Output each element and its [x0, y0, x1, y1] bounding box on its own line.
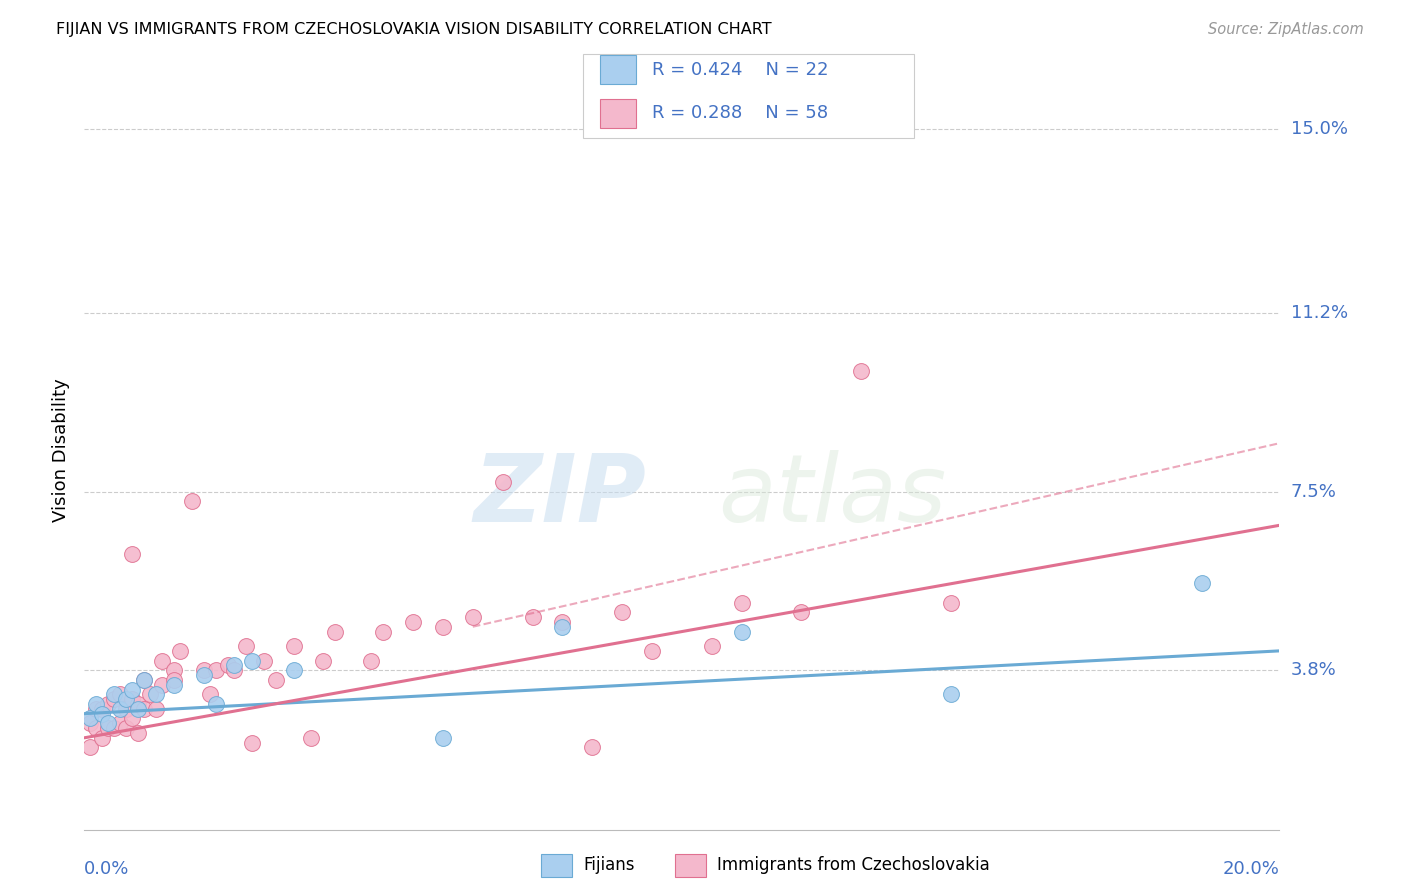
Point [163, 678, 186, 692]
Point [700, 639, 723, 653]
Point [1191, 576, 1213, 591]
Point [79, 716, 101, 731]
Point [91, 731, 114, 745]
Text: R = 0.424    N = 22: R = 0.424 N = 22 [652, 61, 830, 78]
Point [97, 721, 120, 735]
Point [851, 364, 873, 378]
Point [551, 615, 574, 629]
Point [110, 687, 132, 701]
Point [222, 658, 245, 673]
Point [127, 726, 149, 740]
Point [253, 654, 276, 668]
Point [731, 624, 754, 639]
Point [110, 702, 132, 716]
Text: 15.0%: 15.0% [1291, 120, 1347, 138]
Text: 7.5%: 7.5% [1291, 483, 1337, 500]
Point [97, 697, 120, 711]
Point [110, 716, 132, 731]
Point [432, 620, 454, 634]
Point [132, 673, 156, 687]
Point [193, 668, 215, 682]
Point [103, 721, 125, 735]
Point [103, 687, 125, 701]
Point [163, 673, 186, 687]
Point [373, 624, 395, 639]
Point [115, 721, 138, 735]
Text: 20.0%: 20.0% [1223, 860, 1279, 878]
Text: atlas: atlas [718, 450, 946, 541]
Point [402, 615, 425, 629]
Point [264, 673, 287, 687]
Point [86, 702, 108, 716]
Point [86, 697, 108, 711]
Point [235, 639, 257, 653]
Point [169, 644, 191, 658]
Point [150, 654, 173, 668]
Point [731, 596, 754, 610]
Point [163, 663, 186, 677]
Point [193, 663, 215, 677]
Point [150, 678, 173, 692]
Point [79, 740, 101, 755]
Point [790, 605, 813, 619]
Point [115, 702, 138, 716]
Text: FIJIAN VS IMMIGRANTS FROM CZECHOSLOVAKIA VISION DISABILITY CORRELATION CHART: FIJIAN VS IMMIGRANTS FROM CZECHOSLOVAKIA… [56, 22, 772, 37]
Text: Fijians: Fijians [583, 856, 636, 874]
Point [181, 494, 204, 508]
Point [240, 654, 263, 668]
Y-axis label: Vision Disability: Vision Disability [52, 378, 70, 523]
Point [492, 475, 515, 489]
Point [581, 740, 603, 755]
Point [301, 731, 323, 745]
Point [121, 692, 143, 706]
Point [312, 654, 335, 668]
Point [132, 702, 156, 716]
Point [97, 716, 120, 731]
Point [641, 644, 664, 658]
Text: 3.8%: 3.8% [1291, 661, 1336, 679]
Point [432, 731, 454, 745]
Point [132, 673, 156, 687]
Point [205, 697, 228, 711]
Point [121, 682, 143, 697]
Text: 0.0%: 0.0% [84, 860, 129, 878]
Point [283, 639, 305, 653]
Point [325, 624, 347, 639]
Point [127, 697, 149, 711]
Point [103, 692, 125, 706]
Text: R = 0.288    N = 58: R = 0.288 N = 58 [652, 104, 828, 122]
Point [217, 658, 239, 673]
Point [360, 654, 382, 668]
Point [91, 702, 114, 716]
Point [121, 547, 143, 561]
Text: 11.2%: 11.2% [1291, 304, 1348, 322]
Point [222, 663, 245, 677]
Text: Immigrants from Czechoslovakia: Immigrants from Czechoslovakia [717, 856, 990, 874]
Point [461, 610, 484, 624]
Point [79, 711, 101, 725]
Point [939, 687, 962, 701]
Point [145, 702, 167, 716]
Text: ZIP: ZIP [474, 450, 647, 542]
Point [91, 706, 114, 721]
Point [522, 610, 544, 624]
Point [283, 663, 305, 677]
Point [939, 596, 962, 610]
Text: Source: ZipAtlas.com: Source: ZipAtlas.com [1208, 22, 1364, 37]
Point [139, 687, 162, 701]
Point [127, 702, 149, 716]
Point [198, 687, 221, 701]
Point [551, 620, 574, 634]
Point [145, 687, 167, 701]
Point [121, 711, 143, 725]
Point [115, 692, 138, 706]
Point [205, 663, 228, 677]
Point [612, 605, 634, 619]
Point [240, 736, 263, 750]
Point [86, 721, 108, 735]
